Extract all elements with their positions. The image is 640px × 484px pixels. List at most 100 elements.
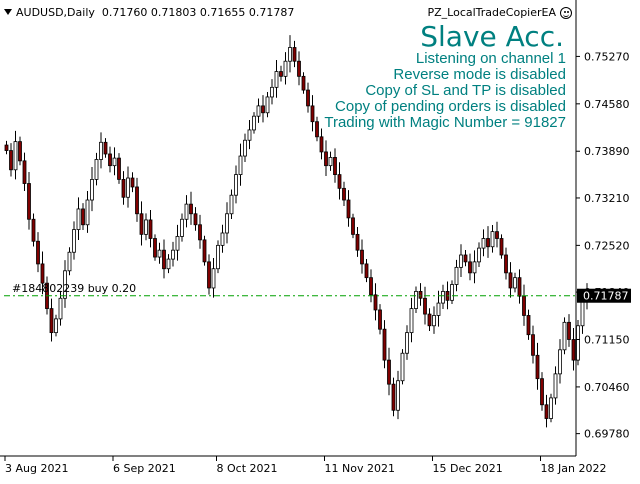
symbol-label: AUDUSD,Daily (16, 6, 95, 19)
candle (261, 95, 265, 123)
current-price-tag: 0.71787 (577, 288, 631, 303)
candle (180, 213, 184, 242)
status-line-magic: Trading with Magic Number = 91827 (324, 114, 566, 131)
candle (405, 325, 409, 360)
candle (423, 286, 427, 325)
candle (207, 254, 211, 295)
candle (382, 320, 387, 369)
candle (351, 213, 355, 239)
candle (166, 254, 171, 274)
x-tick-label: 3 Aug 2021 (5, 462, 68, 475)
x-tick-label: 15 Dec 2021 (433, 462, 503, 475)
candle (72, 221, 76, 260)
price-tag-background (577, 288, 631, 303)
candle (49, 298, 54, 342)
candle (355, 226, 360, 257)
candle (238, 143, 243, 186)
candle (81, 203, 85, 230)
smiley-icon[interactable] (560, 7, 572, 19)
status-panel: Listening on channel 1 Reverse mode is d… (324, 51, 566, 131)
status-line-reverse: Reverse mode is disabled (393, 66, 566, 83)
candle (216, 240, 220, 274)
candle (256, 98, 261, 123)
candle (310, 95, 315, 132)
candle (387, 347, 391, 396)
candle (364, 258, 369, 283)
candle (459, 244, 463, 278)
candle (279, 65, 283, 82)
candle (157, 242, 162, 264)
candle (490, 225, 495, 253)
candle (522, 284, 526, 326)
y-tick-label: 0.71150 (584, 334, 630, 347)
candle (567, 314, 571, 347)
candle (472, 250, 477, 284)
x-tick-label: 18 Jan 2022 (541, 462, 607, 475)
candle (562, 317, 567, 355)
candle (441, 284, 445, 310)
dropdown-triangle-icon[interactable] (4, 9, 12, 15)
candle (121, 171, 126, 205)
x-tick-label: 6 Sep 2021 (113, 462, 176, 475)
x-tick-label: 8 Oct 2021 (217, 462, 278, 475)
candle (229, 189, 234, 219)
candle (549, 393, 553, 423)
order-label[interactable]: #184802239 buy 0.20 (12, 281, 137, 295)
candle (153, 234, 157, 261)
candle (297, 51, 301, 86)
candle (283, 52, 288, 85)
status-line-channel: Listening on channel 1 (415, 50, 566, 67)
candle (220, 224, 225, 253)
candle (139, 201, 144, 246)
candle (378, 304, 382, 335)
candle (418, 283, 423, 306)
candle (36, 232, 40, 273)
candle (396, 370, 400, 420)
candle (85, 190, 90, 233)
y-tick-label: 0.69780 (584, 428, 630, 441)
candle (409, 297, 414, 343)
candle (4, 140, 9, 155)
status-line-pending: Copy of pending orders is disabled (335, 98, 566, 115)
candle (513, 272, 517, 293)
candle (499, 234, 504, 259)
y-tick-label: 0.74580 (584, 98, 630, 111)
candle (333, 148, 337, 183)
candle (306, 82, 310, 113)
candle (148, 210, 153, 248)
candle (274, 59, 279, 98)
candle (76, 197, 81, 240)
ohlc-values: 0.71760 0.71803 0.71655 0.71787 (101, 6, 295, 19)
candle (436, 290, 441, 327)
candle (337, 162, 342, 200)
candle (243, 133, 247, 162)
candle (144, 213, 148, 241)
candle (162, 239, 166, 279)
candle (477, 242, 481, 268)
candle (99, 132, 103, 169)
candle (400, 349, 405, 385)
candle (198, 214, 202, 249)
candle (265, 92, 270, 118)
candle (495, 221, 499, 248)
candle (292, 40, 297, 68)
candle (135, 177, 139, 222)
candle (373, 283, 378, 321)
candle (108, 146, 112, 173)
y-tick-label: 0.70460 (584, 381, 630, 394)
candle (94, 152, 99, 186)
candle (486, 226, 490, 258)
candle (427, 308, 432, 331)
symbol-info: AUDUSD,Daily 0.71760 0.71803 0.71655 0.7… (4, 6, 294, 19)
candle (288, 35, 292, 73)
candle (315, 116, 319, 142)
y-tick-label: 0.72520 (584, 239, 630, 252)
candle (328, 151, 333, 171)
y-tick-label: 0.73890 (584, 145, 630, 158)
candle (117, 153, 121, 184)
account-mode-title: Slave Acc. (420, 20, 564, 53)
time-axis: 3 Aug 2021 6 Sep 2021 8 Oct 2021 11 Nov 202… (4, 456, 607, 475)
candle (270, 79, 274, 105)
